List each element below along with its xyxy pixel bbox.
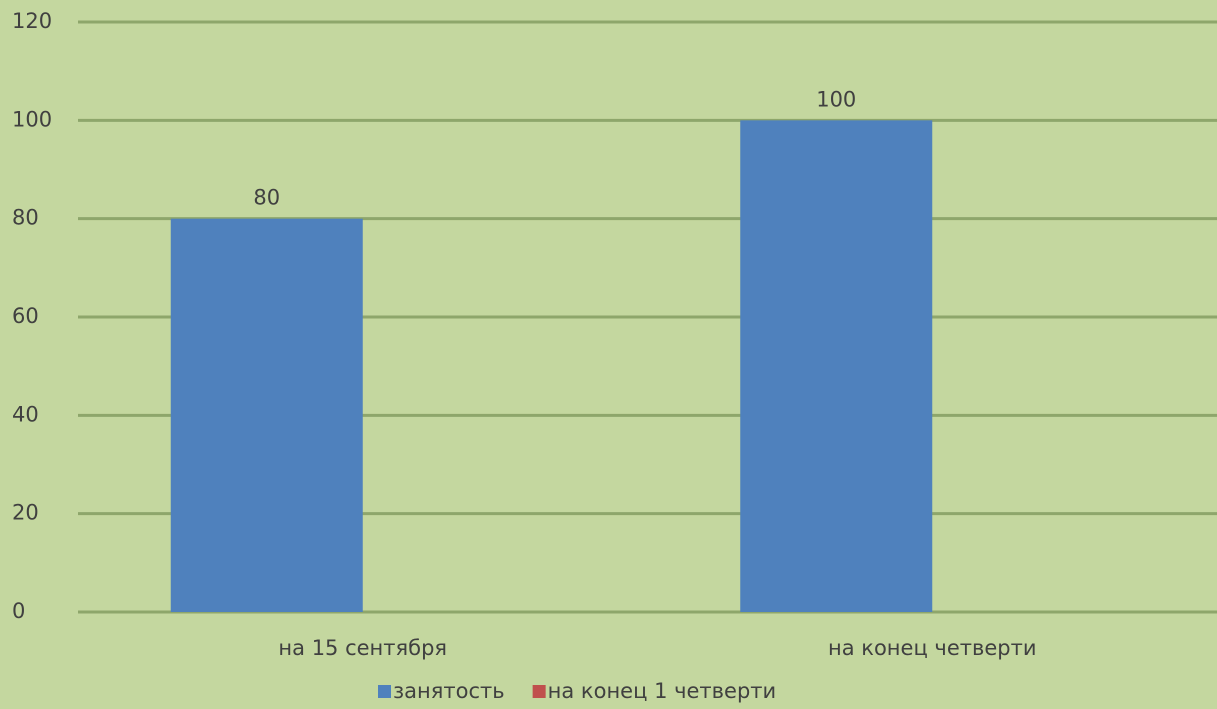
legend-label: на конец 1 четверти <box>548 679 777 703</box>
y-tick-label: 120 <box>12 9 52 33</box>
legend-label: занятость <box>393 679 505 703</box>
data-label: 80 <box>253 186 280 210</box>
y-tick-label: 60 <box>12 304 39 328</box>
x-tick-label: на 15 сентября <box>278 636 447 660</box>
bar <box>170 218 363 612</box>
legend-swatch <box>378 685 391 698</box>
y-tick-label: 80 <box>12 206 39 230</box>
y-tick-label: 40 <box>12 402 39 426</box>
data-label: 100 <box>816 87 856 111</box>
bar <box>740 120 933 612</box>
y-tick-label: 0 <box>12 599 25 623</box>
x-tick-label: на конец четверти <box>828 636 1037 660</box>
y-tick-label: 20 <box>12 501 39 525</box>
y-tick-label: 100 <box>12 107 52 131</box>
legend-swatch <box>532 685 546 698</box>
